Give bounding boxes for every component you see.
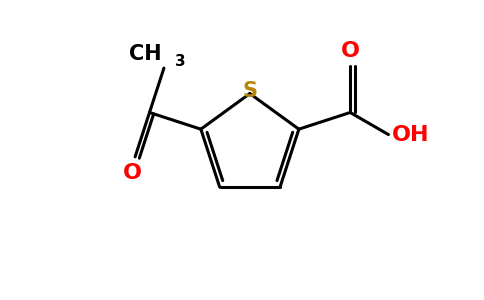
Text: OH: OH xyxy=(393,124,430,145)
Text: CH: CH xyxy=(129,44,162,64)
Text: 3: 3 xyxy=(175,54,185,69)
Text: S: S xyxy=(242,81,257,101)
Text: O: O xyxy=(341,41,360,61)
Text: O: O xyxy=(123,163,142,183)
